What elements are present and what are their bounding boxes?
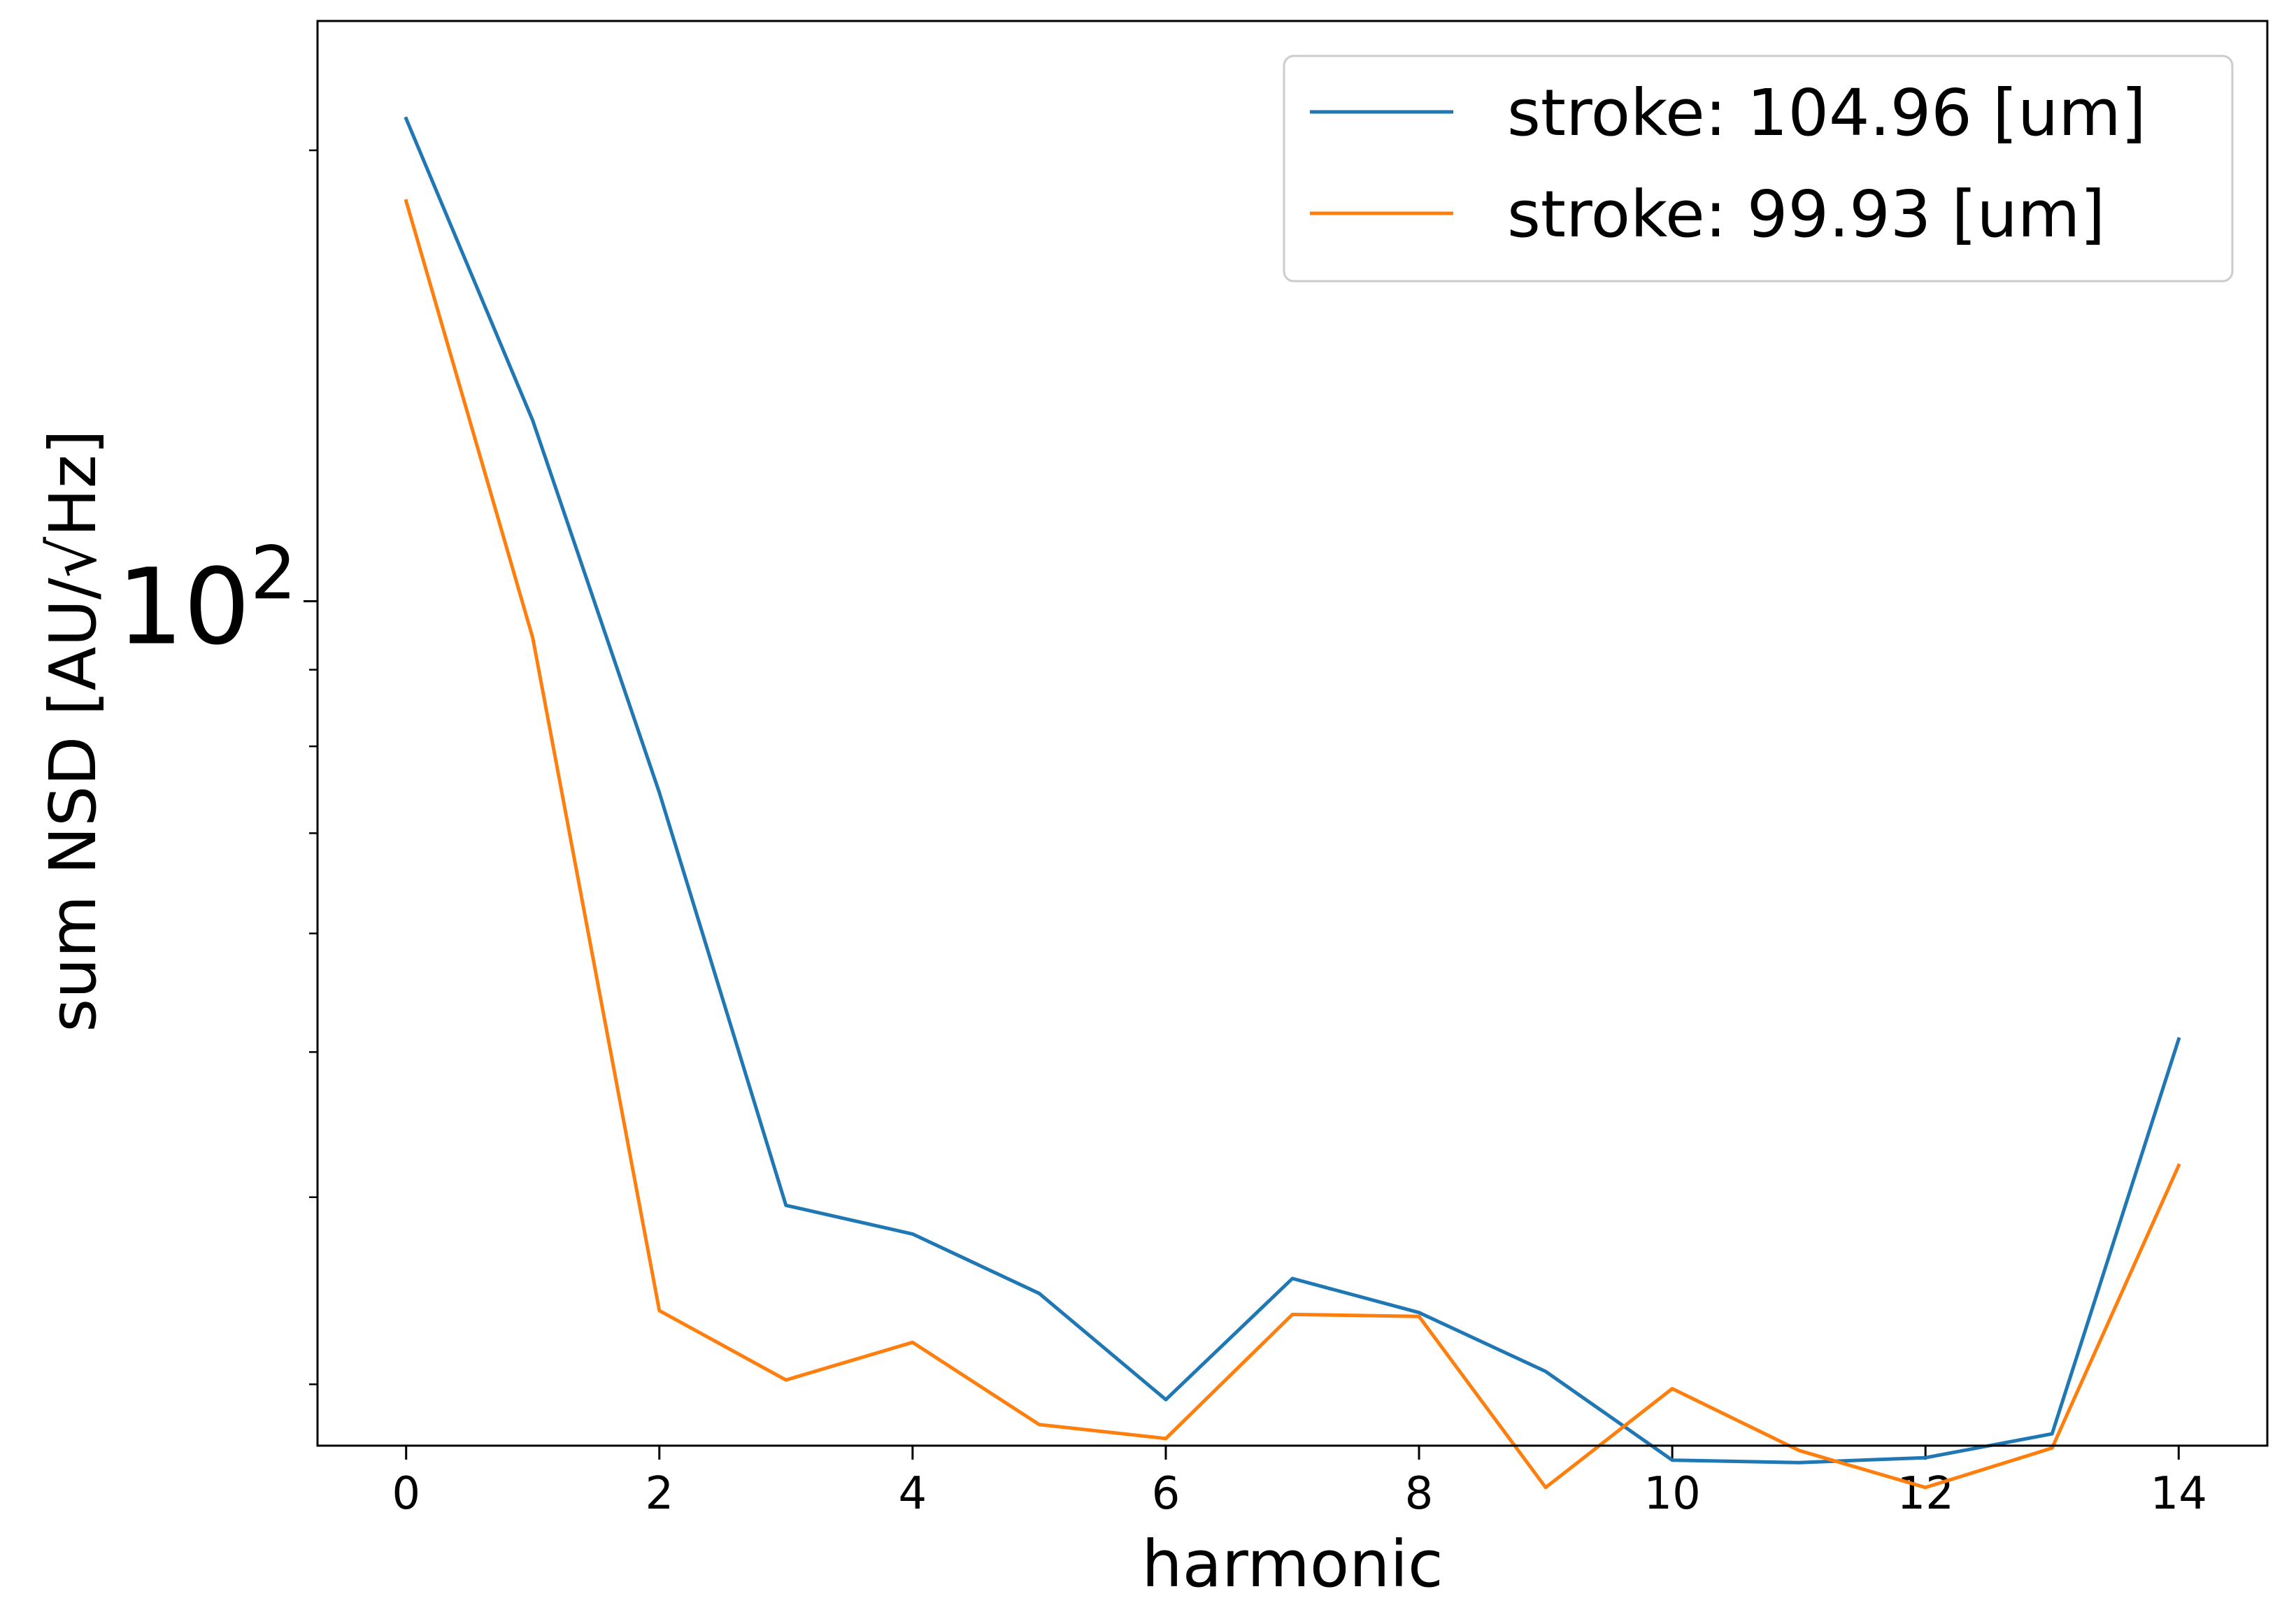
y-tick-label-base: 10 <box>117 547 250 669</box>
x-tick-label: 12 <box>1897 1468 1953 1520</box>
legend-label-2: stroke: 99.93 [um] <box>1507 177 2105 252</box>
y-axis-label: sum NSD [AU/√Hz] <box>36 429 110 1032</box>
x-tick-label: 10 <box>1643 1468 1700 1520</box>
series-lines <box>404 116 2181 1490</box>
legend-label-1: stroke: 104.96 [um] <box>1507 76 2146 150</box>
x-tick-label: 8 <box>1405 1468 1434 1520</box>
y-axis-ticks <box>304 149 318 1386</box>
x-tick-label: 6 <box>1152 1468 1181 1520</box>
y-tick-label-exponent: 2 <box>250 531 297 616</box>
plot-frame <box>316 20 2269 1447</box>
legend: stroke: 104.96 [um] stroke: 99.93 [um] <box>1283 55 2234 283</box>
legend-frame <box>1283 55 2234 283</box>
x-axis-ticks: 0 2 4 6 8 10 12 14 <box>392 1446 2207 1520</box>
x-tick-label: 2 <box>645 1468 673 1520</box>
y-tick-label-decade: 102 <box>117 531 297 669</box>
x-tick-label: 0 <box>392 1468 420 1520</box>
x-tick-label: 14 <box>2151 1468 2207 1520</box>
x-axis-label: harmonic <box>1141 1527 1443 1602</box>
x-tick-label: 4 <box>899 1468 927 1520</box>
